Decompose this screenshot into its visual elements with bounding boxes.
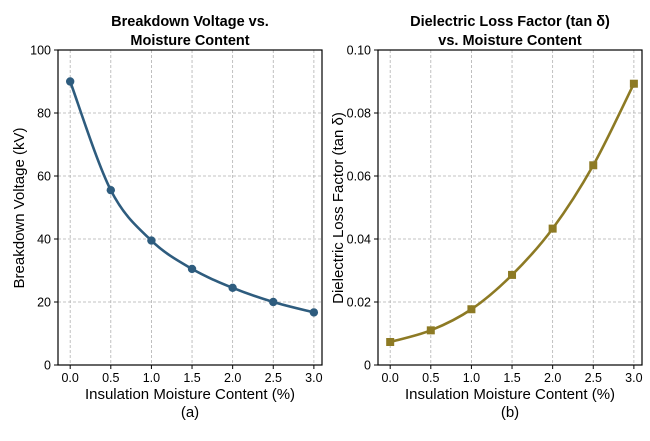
y-tick-label: 80 [37, 107, 51, 121]
y-tick-label: 0.06 [347, 170, 371, 184]
y-tick-label: 20 [37, 296, 51, 310]
y-axis-label: Dielectric Loss Factor (tan δ) [330, 112, 347, 304]
y-tick-label: 0.02 [347, 296, 371, 310]
x-tick-label: 2.0 [544, 371, 561, 385]
y-tick-label: 60 [37, 170, 51, 184]
data-point [386, 338, 395, 347]
x-tick-label: 2.5 [585, 371, 602, 385]
x-tick-label: 1.0 [143, 371, 160, 385]
x-axis-label: Insulation Moisture Content (%) [405, 386, 615, 403]
panel-caption: (b) [501, 404, 519, 421]
data-point [269, 297, 278, 307]
x-tick-label: 3.0 [305, 371, 322, 385]
x-tick-label: 1.5 [183, 371, 200, 385]
y-tick-label: 0.08 [347, 107, 371, 121]
panel-caption: (a) [181, 404, 199, 421]
data-point [187, 264, 197, 274]
data-point [629, 79, 638, 88]
data-point [65, 77, 75, 86]
x-tick-label: 1.0 [463, 371, 480, 385]
chart-title-line: Moisture Content [130, 33, 249, 49]
chart-panel-a: 0.0 0.5 1.0 1.5 2.0 2.5 3.0 0 20 40 60 80 100 Breakdo… [11, 14, 323, 421]
axes-frame [57, 49, 323, 366]
data-point [589, 161, 598, 170]
data-point [467, 305, 476, 314]
chart-panel-b: 0.0 0.5 1.0 1.5 2.0 2.5 3.0 0 0.02 0.04 0.06 0.08 0.… [330, 14, 643, 421]
y-axis-label: Breakdown Voltage (kV) [11, 128, 28, 289]
y-tick-label: 0.04 [347, 233, 371, 247]
x-tick-label: 3.0 [625, 371, 642, 385]
x-tick-label: 0.0 [61, 371, 78, 385]
data-point [106, 185, 116, 195]
y-tick-label: 40 [37, 233, 51, 247]
x-tick-label: 1.5 [503, 371, 520, 385]
x-tick-label: 0.5 [422, 371, 439, 385]
axes-frame [377, 49, 643, 366]
x-tick-label: 2.5 [265, 371, 282, 385]
y-tick-label: 0 [364, 359, 371, 373]
chart-title-line: Dielectric Loss Factor (tan δ) [410, 14, 610, 30]
x-tick-label: 2.0 [224, 371, 241, 385]
data-point [309, 308, 319, 317]
y-tick-label: 100 [30, 44, 51, 58]
data-point [228, 283, 237, 293]
y-tick-label: 0.10 [347, 44, 371, 58]
x-tick-label: 0.0 [381, 371, 398, 385]
data-point [508, 270, 517, 279]
x-tick-label: 0.5 [102, 371, 119, 385]
data-point [548, 224, 557, 233]
chart-title-line: vs. Moisture Content [438, 33, 582, 49]
data-point [147, 236, 156, 245]
data-point [426, 326, 435, 335]
chart-title-line: Breakdown Voltage vs. [111, 14, 269, 30]
x-axis-label: Insulation Moisture Content (%) [85, 386, 295, 403]
y-tick-label: 0 [44, 359, 51, 373]
